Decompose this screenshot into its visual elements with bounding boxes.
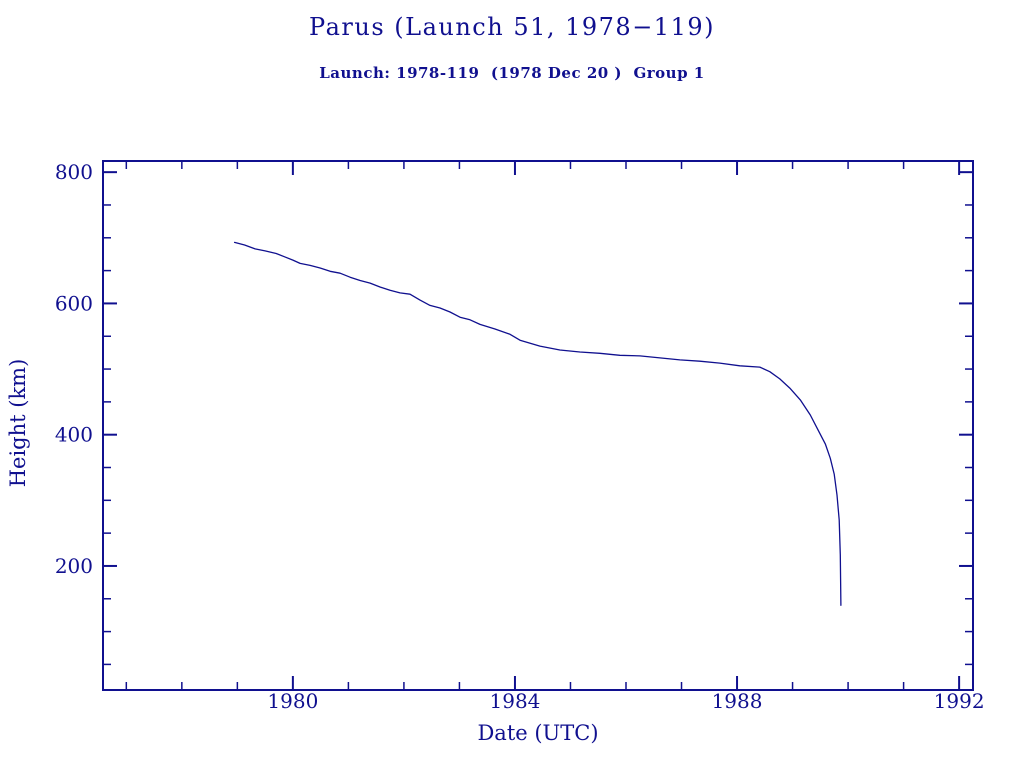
x-tick-label: 1980 — [267, 689, 318, 713]
series-height-km — [233, 241, 842, 606]
y-tick-label: 600 — [55, 291, 93, 315]
y-tick-label: 400 — [55, 423, 93, 447]
x-tick-label: 1992 — [934, 689, 985, 713]
chart-subtitle: Launch: 1978-119 (1978 Dec 20 ) Group 1 — [319, 64, 705, 82]
x-tick-label: 1988 — [712, 689, 763, 713]
y-tick-label: 200 — [55, 554, 93, 578]
y-tick-label: 800 — [55, 160, 93, 184]
chart-title: Parus (Launch 51, 1978−119) — [309, 13, 715, 41]
y-axis-title: Height (km) — [6, 359, 30, 488]
x-axis-title: Date (UTC) — [477, 721, 598, 745]
x-tick-label: 1984 — [490, 689, 541, 713]
plot-frame — [102, 160, 974, 691]
